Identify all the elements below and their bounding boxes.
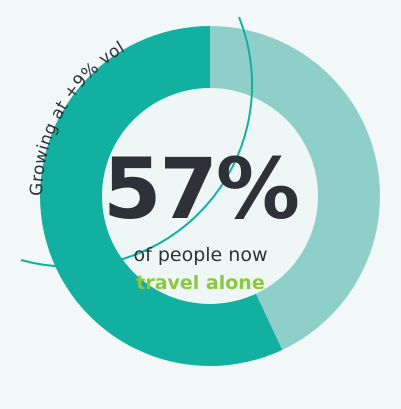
growth-indicator-arc	[20, 16, 254, 268]
headline-line-2: travel alone	[136, 272, 265, 294]
headline-percent: 57%	[102, 140, 300, 238]
headline-line-1: of people now	[133, 244, 268, 266]
donut-hole	[102, 88, 318, 304]
